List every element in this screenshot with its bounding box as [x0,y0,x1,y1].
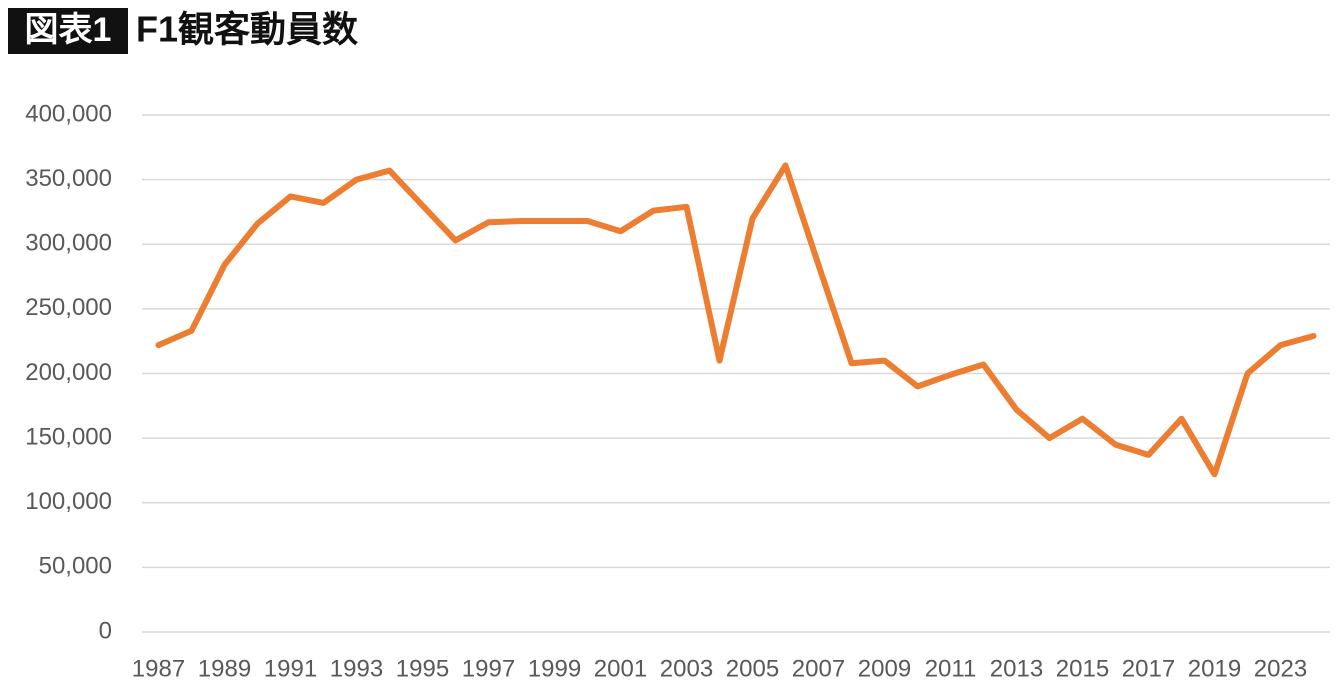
x-tick-label: 2017 [1122,655,1175,682]
x-tick-label: 1999 [528,655,581,682]
x-tick-label: 2001 [594,655,647,682]
y-tick-label: 400,000 [25,100,112,127]
x-tick-label: 2007 [792,655,845,682]
x-tick-label: 1993 [330,655,383,682]
y-tick-label: 0 [99,617,112,644]
line-series [155,162,1317,478]
x-tick-label: 1995 [396,655,449,682]
y-tick-label: 100,000 [25,488,112,515]
x-tick-label: 2013 [990,655,1043,682]
x-tick-label: 2005 [726,655,779,682]
y-tick-label: 300,000 [25,230,112,257]
y-tick-label: 150,000 [25,423,112,450]
x-tick-label: 2003 [660,655,713,682]
y-tick-label: 250,000 [25,294,112,321]
title-badge: 図表1 [25,11,112,49]
x-tick-label: 2015 [1056,655,1109,682]
x-tick-label: 2019 [1188,655,1241,682]
x-tick-label: 2023 [1254,655,1307,682]
x-tick-label: 2009 [858,655,911,682]
x-tick-label: 1997 [462,655,515,682]
y-tick-label: 200,000 [25,359,112,386]
x-tick-label: 1991 [264,655,317,682]
x-tick-label: 2011 [925,655,977,682]
y-tick-label: 350,000 [25,165,112,192]
x-tick-label: 1987 [132,655,185,682]
x-tick-label: 1989 [198,655,251,682]
y-tick-label: 50,000 [39,553,112,580]
chart-title: F1観客動員数 [136,9,358,50]
title-badge-box [8,8,128,54]
